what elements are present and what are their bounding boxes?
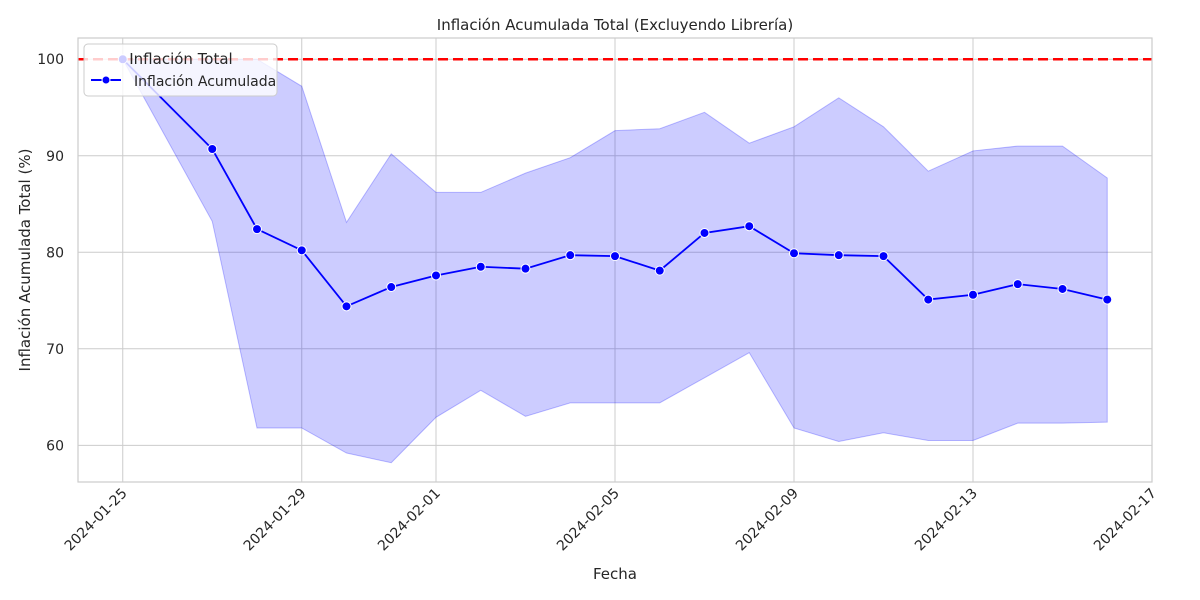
y-tick-label: 60 — [46, 438, 64, 454]
data-point — [341, 301, 352, 312]
data-point — [386, 282, 397, 293]
y-tick-label: 70 — [46, 342, 64, 358]
data-point — [789, 248, 799, 259]
data-point — [923, 294, 934, 305]
y-tick-labels: 60 70 80 90 100 — [37, 52, 64, 454]
legend-entry-label: Inflación Acumulada — [134, 74, 276, 90]
data-point — [833, 250, 844, 261]
data-point — [565, 250, 576, 261]
y-tick-label: 80 — [46, 245, 64, 261]
data-point — [252, 224, 262, 235]
series-points-layer — [117, 54, 1113, 312]
x-axis-label: Fecha — [593, 565, 637, 583]
data-point — [744, 221, 755, 232]
x-tick-label: 2024-01-29 — [241, 486, 310, 555]
plot-border — [77, 37, 1153, 483]
data-point — [610, 251, 620, 262]
data-point — [475, 261, 486, 272]
data-point — [1012, 279, 1023, 290]
data-point — [699, 227, 710, 238]
x-tick-label: 2024-02-09 — [733, 486, 802, 555]
data-point — [520, 263, 531, 274]
data-point — [968, 289, 978, 300]
data-point — [207, 144, 218, 154]
data-point — [1057, 283, 1068, 294]
x-tick-label: 2024-02-13 — [912, 486, 981, 555]
x-tick-label: 2024-02-01 — [375, 486, 444, 555]
y-tick-label: 90 — [46, 149, 64, 165]
data-point — [1102, 294, 1113, 305]
x-tick-labels: 2024-01-25 2024-01-29 2024-02-01 2024-02-05… — [62, 486, 1160, 555]
legend-box — [83, 43, 278, 97]
legend: Inflación Total Inflación Acumulada — [83, 43, 278, 97]
x-tick-label: 2024-02-17 — [1091, 486, 1160, 555]
y-axis-label: Inflación Acumulada Total (%) — [16, 149, 34, 372]
data-point — [654, 265, 665, 276]
data-point — [296, 245, 307, 256]
chart-title: Inflación Acumulada Total (Excluyendo Li… — [437, 16, 793, 34]
plot-frame — [77, 37, 1153, 483]
legend-title: Inflación Total — [129, 50, 232, 68]
x-tick-label: 2024-01-25 — [62, 486, 131, 555]
y-tick-label: 100 — [37, 52, 64, 68]
data-point — [878, 251, 889, 262]
x-tick-label: 2024-02-05 — [554, 486, 623, 555]
series-line — [122, 58, 1108, 308]
series-line-layer — [122, 58, 1108, 308]
legend-marker-swatch — [101, 75, 111, 85]
data-point — [431, 270, 441, 281]
